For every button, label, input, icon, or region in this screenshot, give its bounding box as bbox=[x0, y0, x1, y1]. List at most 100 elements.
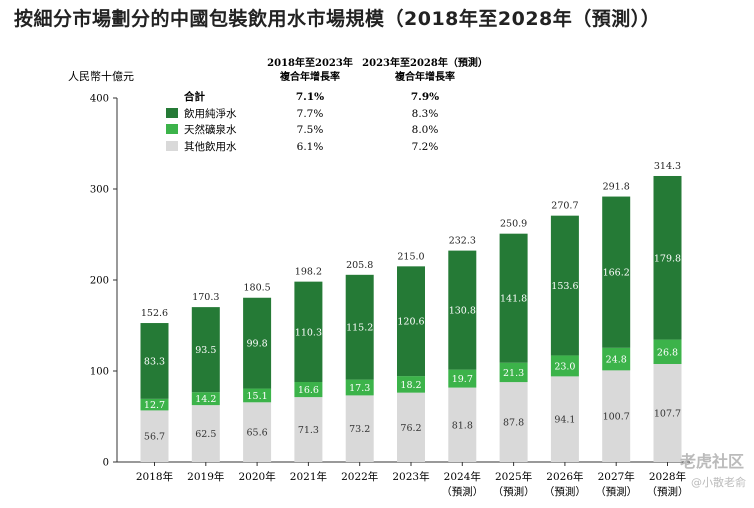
bar-segment bbox=[448, 369, 477, 388]
x-tick-label: 2018年 bbox=[136, 470, 173, 483]
bar-segment bbox=[294, 397, 323, 462]
bar-segment bbox=[550, 215, 579, 356]
data-label: 81.8 bbox=[452, 420, 473, 431]
cagr-value: 8.0% bbox=[412, 124, 439, 136]
cagr-header-1b: 複合年增長率 bbox=[279, 70, 340, 83]
bar-segment bbox=[140, 410, 169, 462]
bar-segment bbox=[191, 392, 220, 406]
bar-segment bbox=[294, 382, 323, 398]
x-tick-label: 2021年 bbox=[290, 470, 327, 483]
bar-segment bbox=[550, 376, 579, 462]
legend-label: 飲用純淨水 bbox=[184, 107, 237, 120]
data-label: 99.8 bbox=[247, 339, 268, 350]
y-tick-label: 200 bbox=[90, 276, 109, 287]
x-tick-sublabel: （預測） bbox=[595, 485, 637, 498]
legend-swatch bbox=[166, 124, 178, 134]
data-label: 179.8 bbox=[654, 253, 681, 264]
data-label: 14.2 bbox=[195, 394, 216, 405]
bar-segment bbox=[397, 266, 425, 377]
legend-label: 合計 bbox=[183, 90, 205, 103]
legend-label: 天然礦泉水 bbox=[184, 123, 237, 136]
total-label: 250.9 bbox=[500, 219, 527, 230]
bar-segment bbox=[243, 402, 272, 462]
x-tick-label: 2027年 bbox=[598, 470, 635, 483]
x-tick-label: 2019年 bbox=[187, 470, 224, 483]
bar-segment bbox=[448, 250, 477, 370]
data-label: 110.3 bbox=[295, 327, 322, 338]
data-label: 83.3 bbox=[144, 356, 165, 367]
data-label: 107.7 bbox=[654, 408, 681, 419]
bar-segment bbox=[602, 347, 631, 371]
legend-swatch bbox=[166, 141, 178, 151]
data-label: 76.2 bbox=[400, 423, 421, 434]
y-axis-label: 人民幣十億元 bbox=[68, 69, 134, 83]
data-label: 23.0 bbox=[554, 361, 575, 372]
y-tick-label: 0 bbox=[103, 458, 109, 469]
cagr-value: 7.2% bbox=[412, 141, 439, 153]
x-tick-label: 2026年 bbox=[546, 470, 583, 483]
bar-segment bbox=[345, 395, 374, 462]
data-label: 17.3 bbox=[349, 383, 370, 394]
data-label: 16.6 bbox=[298, 385, 319, 396]
data-label: 18.2 bbox=[400, 380, 421, 391]
data-label: 15.1 bbox=[247, 391, 268, 402]
bar-segment bbox=[140, 398, 169, 411]
y-tick-label: 400 bbox=[90, 94, 109, 105]
data-label: 100.7 bbox=[603, 412, 630, 423]
x-tick-label: 2028年 bbox=[649, 470, 686, 483]
bar-segment bbox=[499, 233, 528, 363]
total-label: 198.2 bbox=[295, 267, 322, 278]
data-label: 120.6 bbox=[397, 317, 424, 328]
cagr-header-2a: 2023年至2028年（預測） bbox=[362, 56, 488, 69]
x-tick-sublabel: （預測） bbox=[441, 485, 483, 498]
data-label: 87.8 bbox=[503, 418, 524, 429]
x-tick-label: 2024年 bbox=[444, 470, 481, 483]
cagr-value: 8.3% bbox=[412, 108, 439, 120]
bar-segment bbox=[345, 379, 374, 396]
data-label: 141.8 bbox=[500, 294, 527, 305]
bar-segment bbox=[397, 376, 425, 393]
data-label: 62.5 bbox=[195, 429, 216, 440]
total-label: 291.8 bbox=[603, 182, 630, 193]
total-label: 170.3 bbox=[192, 292, 219, 303]
x-tick-label: 2025年 bbox=[495, 470, 532, 483]
data-label: 130.8 bbox=[449, 306, 476, 317]
watermark: 老虎社区 bbox=[679, 452, 744, 471]
bar-segment bbox=[448, 387, 477, 462]
cagr-header-1a: 2018年至2023年 bbox=[267, 56, 353, 69]
cagr-value: 6.1% bbox=[297, 141, 324, 153]
bar-segment bbox=[602, 196, 631, 348]
total-label: 152.6 bbox=[141, 308, 168, 319]
total-label: 205.8 bbox=[346, 260, 373, 271]
x-tick-sublabel: （預測） bbox=[493, 485, 535, 498]
cagr-value: 7.9% bbox=[411, 91, 439, 103]
bar-segment bbox=[243, 388, 272, 403]
bar-segment bbox=[191, 405, 220, 462]
bar-segment bbox=[499, 362, 528, 383]
data-label: 166.2 bbox=[603, 268, 630, 279]
cagr-value: 7.1% bbox=[296, 91, 324, 103]
bar-segment bbox=[140, 323, 169, 399]
chart-title: 按細分市場劃分的中國包裝飲用水市場規模（2018年至2028年（預測）） bbox=[14, 8, 661, 30]
x-tick-label: 2022年 bbox=[341, 470, 378, 483]
bar-segment bbox=[653, 339, 682, 364]
bar-segment bbox=[602, 370, 631, 462]
x-tick-sublabel: （預測） bbox=[647, 485, 689, 498]
bar-segment bbox=[653, 175, 682, 340]
bar-segment bbox=[243, 297, 272, 389]
cagr-value: 7.7% bbox=[297, 108, 324, 120]
watermark-sub: @小散老俞 bbox=[691, 476, 746, 489]
total-label: 314.3 bbox=[654, 161, 681, 172]
bar-segment bbox=[345, 274, 374, 380]
data-label: 115.2 bbox=[346, 323, 373, 334]
data-label: 153.6 bbox=[551, 281, 578, 292]
total-label: 232.3 bbox=[449, 236, 476, 247]
data-label: 65.6 bbox=[247, 428, 268, 439]
data-label: 56.7 bbox=[144, 432, 165, 443]
data-label: 71.3 bbox=[298, 425, 319, 436]
total-label: 180.5 bbox=[243, 283, 270, 294]
legend-label: 其他飲用水 bbox=[184, 140, 237, 153]
data-label: 26.8 bbox=[657, 347, 678, 358]
bar-segment bbox=[397, 392, 425, 462]
